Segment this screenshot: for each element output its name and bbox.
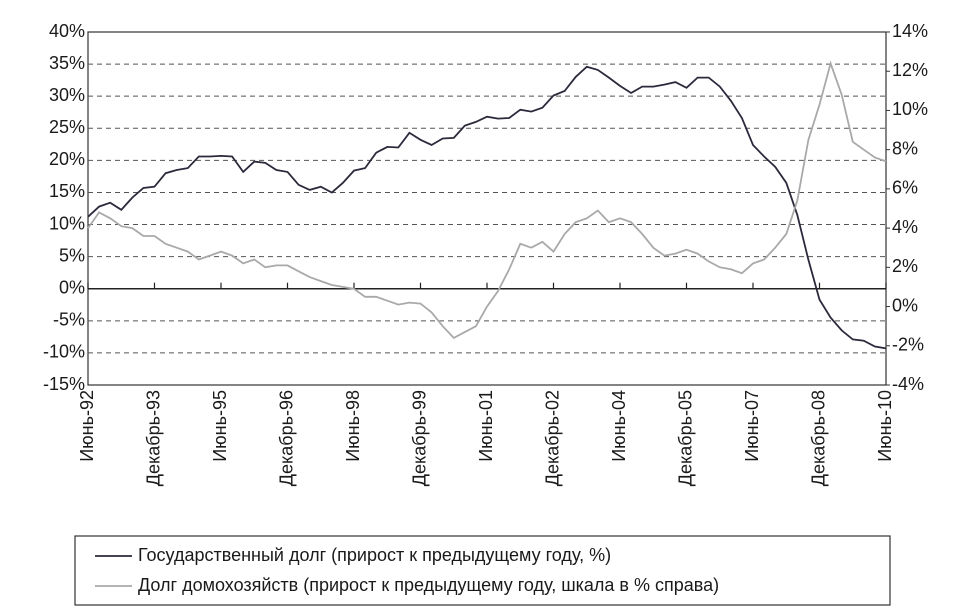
y-tick-label: -5% xyxy=(53,310,85,330)
series-line xyxy=(87,65,887,350)
series-line xyxy=(87,60,887,340)
y-tick-label: 30% xyxy=(49,85,85,105)
x-tick-label: Декабрь-99 xyxy=(409,390,429,486)
legend-label: Государственный долг (прирост к предыдущ… xyxy=(138,545,611,565)
x-tick-label: Июнь-95 xyxy=(210,390,230,462)
x-tick-label: Июнь-98 xyxy=(343,390,363,462)
y2-tick-label: 6% xyxy=(892,178,918,198)
x-tick-label: Июнь-04 xyxy=(609,390,629,462)
x-tick-label: Июнь-10 xyxy=(875,390,895,462)
y2-tick-label: 2% xyxy=(892,256,918,276)
x-tick-label: Июнь-01 xyxy=(476,390,496,462)
y2-tick-label: 14% xyxy=(892,21,928,41)
y-tick-label: 10% xyxy=(49,213,85,233)
x-tick-label: Декабрь-08 xyxy=(808,390,828,486)
y-tick-label: 5% xyxy=(59,245,85,265)
x-tick-label: Декабрь-05 xyxy=(675,390,695,486)
x-tick-label: Декабрь-93 xyxy=(143,390,163,486)
y-tick-label: 25% xyxy=(49,117,85,137)
y-tick-label: -15% xyxy=(43,374,85,394)
legend-box xyxy=(74,535,891,606)
y2-tick-label: -4% xyxy=(892,374,924,394)
y-tick-label: 40% xyxy=(49,21,85,41)
y-tick-label: 15% xyxy=(49,181,85,201)
plot-frame xyxy=(87,31,887,386)
x-tick-label: Декабрь-96 xyxy=(276,390,296,486)
y2-tick-label: 0% xyxy=(892,295,918,315)
y-tick-label: 35% xyxy=(49,53,85,73)
x-tick-label: Декабрь-02 xyxy=(542,390,562,486)
y2-tick-label: 10% xyxy=(892,99,928,119)
y2-tick-label: 8% xyxy=(892,138,918,158)
y2-tick-label: -2% xyxy=(892,335,924,355)
y2-tick-label: 4% xyxy=(892,217,918,237)
y-tick-label: 20% xyxy=(49,149,85,169)
y-tick-label: 0% xyxy=(59,277,85,297)
x-tick-label: Июнь-07 xyxy=(742,390,762,462)
y2-tick-label: 12% xyxy=(892,60,928,80)
x-tick-label: Июнь-92 xyxy=(77,390,97,462)
y-tick-label: -10% xyxy=(43,342,85,362)
legend-label: Долг домохозяйств (прирост к предыдущему… xyxy=(138,575,719,595)
